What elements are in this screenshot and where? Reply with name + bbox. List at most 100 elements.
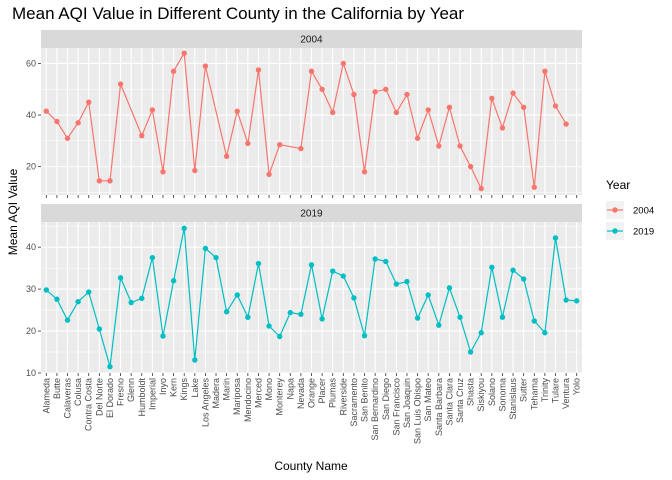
x-tick-label: Lake [190, 378, 200, 398]
data-point [139, 295, 145, 302]
x-tick-label: San Mateo [423, 378, 433, 422]
data-point [213, 254, 219, 261]
x-tick-label: Mono [264, 378, 274, 401]
data-point [245, 314, 251, 320]
x-tick-label: Sacramento [349, 378, 359, 427]
data-point [425, 292, 431, 298]
data-point [361, 169, 368, 175]
x-tick-label: Mendocino [243, 378, 253, 422]
data-point [563, 121, 569, 127]
data-point [436, 322, 442, 328]
data-point [43, 108, 50, 114]
chart-title: Mean AQI Value in Different County in th… [12, 4, 464, 23]
x-tick-label: Sutter [519, 378, 529, 402]
data-point [563, 297, 569, 303]
x-tick-label: Solano [487, 378, 497, 406]
x-tick-label: Marin [222, 378, 232, 401]
data-point [234, 108, 240, 114]
data-point [351, 295, 357, 301]
data-point [160, 333, 166, 339]
data-point [351, 91, 357, 98]
data-point [499, 125, 506, 131]
data-point [383, 86, 389, 92]
x-tick-label: San Benito [360, 378, 370, 422]
data-point [192, 167, 198, 174]
x-tick-label: Monterey [275, 378, 285, 416]
x-tick-label: Santa Barbara [434, 378, 444, 436]
data-point [404, 91, 410, 98]
data-point [457, 143, 463, 149]
data-point [520, 276, 527, 282]
x-tick-label: Nevada [296, 378, 306, 409]
data-point [43, 287, 50, 293]
data-point [149, 254, 156, 261]
legend-key-point [612, 207, 618, 213]
panels: 2004 20 40 60 2019 10 20 30 40 [26, 30, 582, 378]
data-point [54, 118, 60, 125]
data-point [298, 311, 304, 317]
x-tick-label: Madera [211, 378, 221, 409]
x-tick-label: Shasta [466, 378, 476, 406]
data-point [552, 103, 559, 109]
data-point [393, 109, 400, 116]
data-point [75, 298, 81, 305]
data-point [446, 104, 453, 111]
x-tick-label: Napa [285, 378, 295, 400]
x-tick-label: Placer [317, 378, 327, 404]
data-point [181, 50, 187, 56]
data-point [96, 326, 103, 332]
x-tick-label: Riverside [338, 378, 348, 416]
y-tick-label: 20 [26, 326, 36, 336]
data-point [383, 258, 389, 265]
x-axis-ticks: Alameda Butte Calaveras Colusa Contra Costa D… [41, 378, 581, 445]
legend-label: 2019 [633, 227, 654, 238]
x-tick-label: Tulare [550, 378, 560, 403]
data-point [340, 60, 347, 67]
data-point [457, 314, 463, 320]
y-axis-title: Mean AQI Value [6, 168, 20, 255]
x-tick-label: Santa Cruz [455, 378, 465, 424]
data-point [287, 309, 293, 316]
data-point [298, 145, 304, 152]
x-tick-label: Inyo [158, 378, 168, 395]
legend-label: 2004 [633, 206, 654, 217]
data-point [117, 81, 124, 87]
panel-2019: 2019 10 20 30 40 [26, 204, 582, 378]
y-tick-label: 40 [26, 242, 36, 252]
data-point [255, 260, 262, 267]
x-tick-label: Stanislaus [508, 378, 518, 420]
x-tick-label: Kern [169, 378, 179, 397]
y-tick-label: 60 [26, 58, 36, 68]
data-point [117, 275, 124, 281]
x-tick-label: Plumas [328, 378, 338, 409]
data-point [86, 99, 92, 105]
x-tick-label: San Francisco [391, 378, 401, 436]
x-tick-label: Trinity [540, 378, 550, 403]
data-point [542, 330, 548, 336]
data-point [107, 364, 113, 370]
x-tick-label: Butte [52, 378, 62, 399]
x-tick-label: Merced [253, 378, 263, 408]
data-point [170, 68, 177, 74]
data-point [86, 289, 92, 295]
x-tick-label: San Diego [381, 378, 391, 420]
data-point [542, 68, 548, 74]
x-tick-label: Los Angeles [200, 378, 210, 428]
x-tick-label: Humboldt [137, 378, 147, 417]
data-point [170, 278, 177, 284]
data-point [276, 333, 283, 340]
data-point [425, 107, 431, 113]
data-point [266, 171, 272, 178]
x-tick-label: Fresno [116, 378, 126, 406]
data-point [319, 316, 325, 322]
data-point [552, 235, 559, 241]
x-tick-label: El Dorado [105, 378, 115, 418]
facet-strip [41, 30, 582, 48]
x-tick-label: San Joaquin [402, 378, 412, 428]
data-point [478, 330, 484, 336]
data-point [96, 178, 103, 184]
facet-strip-label: 2019 [300, 209, 323, 220]
panel-2004: 2004 20 40 60 [26, 30, 582, 198]
